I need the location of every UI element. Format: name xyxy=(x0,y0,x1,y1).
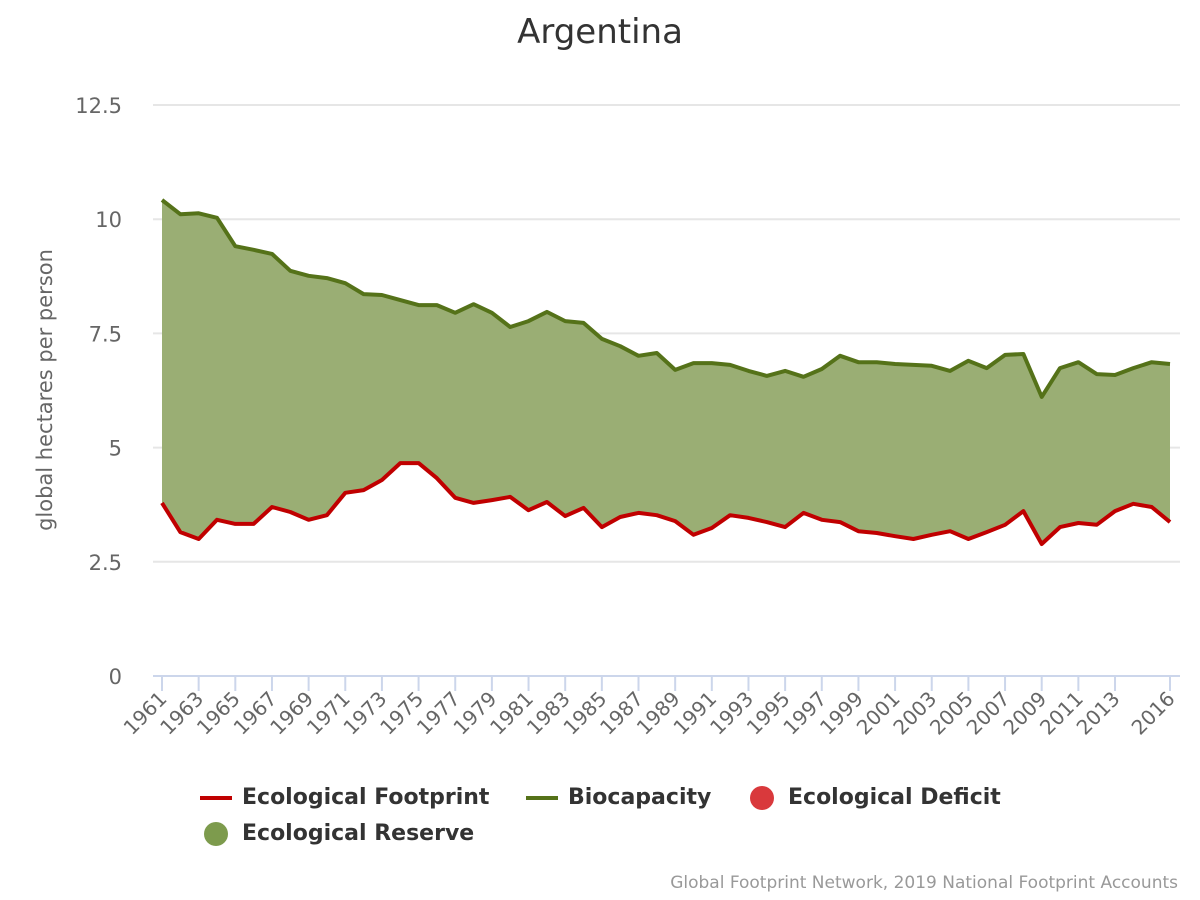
svg-text:5: 5 xyxy=(109,437,122,461)
legend-label: Biocapacity xyxy=(568,785,712,810)
legend-item-biocapacity[interactable]: Biocapacity xyxy=(526,785,711,810)
svg-text:2.5: 2.5 xyxy=(89,551,122,575)
legend-item-ecological-deficit[interactable]: Ecological Deficit xyxy=(746,785,1001,810)
line-swatch-icon xyxy=(526,795,558,800)
line-swatch-icon xyxy=(200,795,232,800)
svg-text:12.5: 12.5 xyxy=(75,94,122,118)
circle-swatch-icon xyxy=(204,821,228,846)
biocapacity-line[interactable] xyxy=(160,198,1171,399)
y-axis-ticks: 0 2.5 5 7.5 10 12.5 xyxy=(75,94,122,689)
svg-text:2013: 2013 xyxy=(1072,687,1125,740)
legend-item-ecological-footprint[interactable]: Ecological Footprint xyxy=(200,785,489,810)
svg-text:0: 0 xyxy=(109,665,122,689)
chart-title: Argentina xyxy=(517,12,683,52)
ecological-reserve-area xyxy=(162,200,1170,544)
svg-text:2016: 2016 xyxy=(1127,687,1180,740)
legend-label: Ecological Footprint xyxy=(242,785,490,810)
credits-text[interactable]: Global Footprint Network, 2019 National … xyxy=(670,873,1178,893)
svg-text:7.5: 7.5 xyxy=(89,322,122,346)
legend-item-ecological-reserve[interactable]: Ecological Reserve xyxy=(200,821,474,846)
ecological-footprint-line[interactable] xyxy=(160,461,1172,546)
legend-label: Ecological Deficit xyxy=(788,785,1001,810)
legend-label: Ecological Reserve xyxy=(242,821,475,846)
svg-text:10: 10 xyxy=(95,208,122,232)
circle-swatch-icon xyxy=(750,785,774,810)
x-axis-ticks: 1961196319651967196919711973197519771979… xyxy=(119,676,1180,740)
